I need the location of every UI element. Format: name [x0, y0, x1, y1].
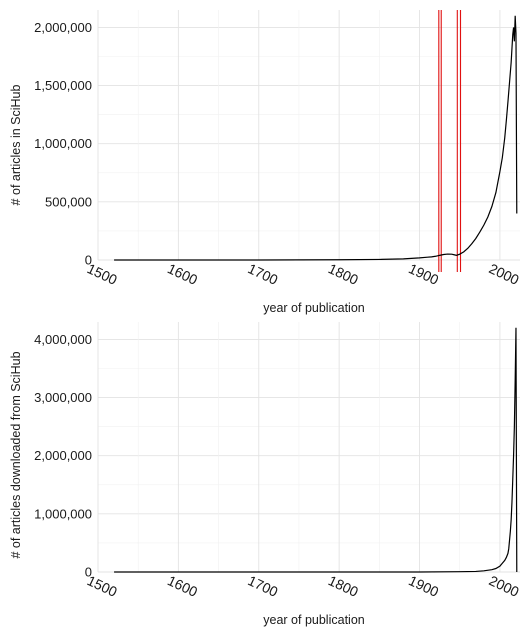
top-panel-y-tick-labels: 0 500,000 1,000,000 1,500,000 2,000,000	[34, 20, 92, 268]
top-panel-y-tick-label: 500,000	[45, 194, 92, 209]
top-panel-y-axis-label: # of articles in SciHub	[9, 85, 23, 206]
bottom-panel-series-line	[114, 327, 518, 573]
top-panel-x-tick-label: 1600	[165, 260, 200, 288]
bottom-panel-x-tick-label: 1900	[406, 572, 441, 600]
top-panel-x-tick-label: 1500	[85, 260, 120, 288]
bottom-panel-y-tick-label: 3,000,000	[34, 390, 92, 405]
bottom-panel-y-tick-label: 0	[85, 565, 92, 580]
top-panel-series-line	[114, 15, 518, 261]
top-panel-x-tick-label: 2000	[487, 260, 522, 288]
bottom-panel-x-tick-labels: 1500 1600 1700 1800 1900 2000	[85, 572, 522, 600]
bottom-panel-y-axis-label: # of articles downloaded from SciHub	[9, 351, 23, 558]
top-panel-x-axis-label: year of publication	[263, 301, 365, 315]
bottom-panel-x-tick-label: 1600	[165, 572, 200, 600]
bottom-panel-y-tick-label: 1,000,000	[34, 506, 92, 521]
bottom-panel-x-tick-label: 2000	[487, 572, 522, 600]
bottom-panel-x-axis-label: year of publication	[263, 613, 365, 627]
top-panel-y-tick-label: 0	[85, 253, 92, 268]
top-panel-y-tick-label: 1,500,000	[34, 78, 92, 93]
top-panel-y-tick-label: 1,000,000	[34, 136, 92, 151]
bottom-panel-y-tick-label: 4,000,000	[34, 332, 92, 347]
top-panel-x-tick-label: 1900	[406, 260, 441, 288]
top-panel-grid	[97, 10, 520, 261]
bottom-panel-x-tick-label: 1500	[85, 572, 120, 600]
bottom-panel: 0 1,000,000 2,000,000 3,000,000 4,000,000 15…	[9, 322, 522, 627]
top-panel-reference-lines	[438, 10, 462, 272]
top-panel-y-tick-label: 2,000,000	[34, 20, 92, 35]
bottom-panel-x-tick-label: 1800	[326, 572, 361, 600]
bottom-panel-x-tick-label: 1700	[245, 572, 280, 600]
bottom-panel-y-tick-label: 2,000,000	[34, 448, 92, 463]
top-panel: 0 500,000 1,000,000 1,500,000 2,000,000 1500…	[9, 10, 522, 315]
top-panel-x-tick-labels: 1500 1600 1700 1800 1900 2000	[85, 260, 522, 288]
bottom-panel-y-tick-labels: 0 1,000,000 2,000,000 3,000,000 4,000,000	[34, 332, 92, 580]
bottom-panel-grid	[97, 322, 520, 573]
top-panel-x-tick-label: 1700	[245, 260, 280, 288]
top-panel-x-tick-label: 1800	[326, 260, 361, 288]
